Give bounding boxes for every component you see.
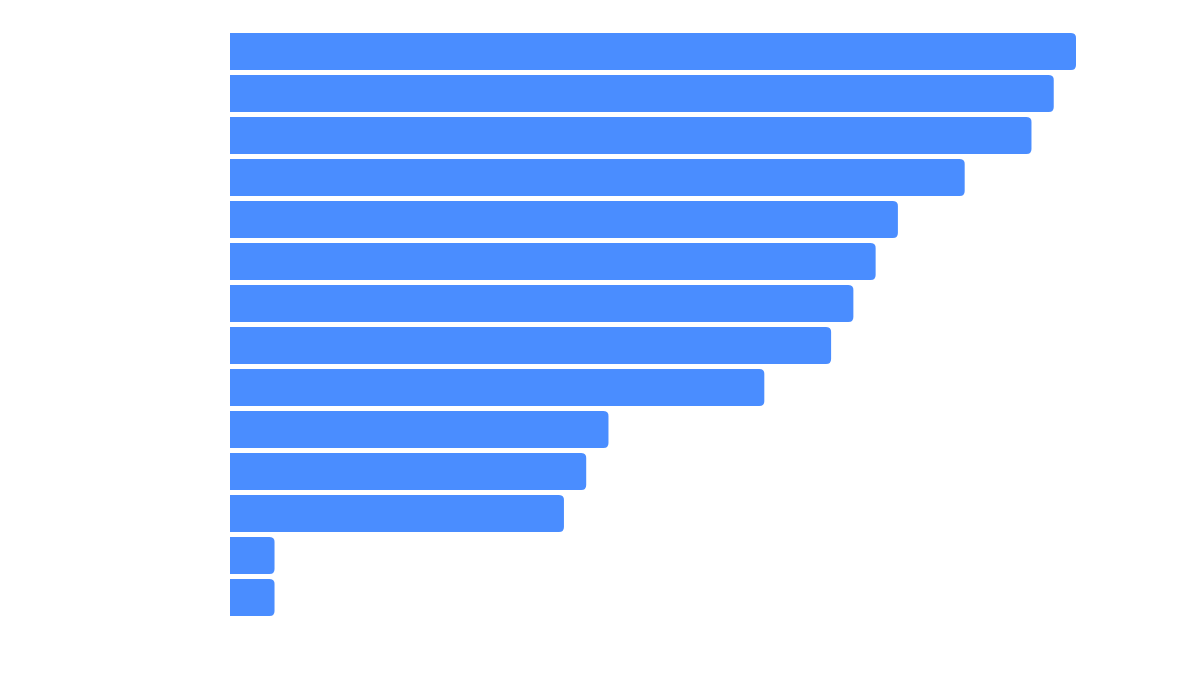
- bar-3: [230, 117, 1032, 154]
- bar-5: [230, 201, 898, 238]
- bar-7: [230, 285, 854, 322]
- bar-14: [230, 579, 275, 616]
- bars-layer: [230, 33, 1076, 616]
- bar-12: [230, 495, 564, 532]
- bar-13: [230, 537, 275, 574]
- bar-10: [230, 411, 609, 448]
- bar-6: [230, 243, 876, 280]
- bar-4: [230, 159, 965, 196]
- bar-2: [230, 75, 1054, 112]
- bar-9: [230, 369, 765, 406]
- bar-8: [230, 327, 832, 364]
- bar-1: [230, 33, 1076, 70]
- bar-11: [230, 453, 587, 490]
